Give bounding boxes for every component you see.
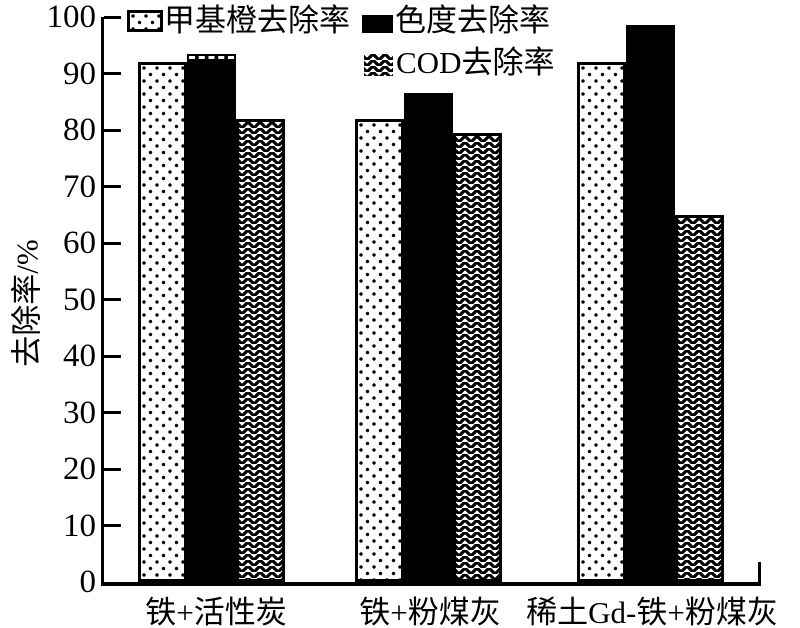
bar-top-dashed-line (189, 56, 234, 59)
legend-swatch-zigzag-icon (364, 54, 393, 76)
y-tick-30 (104, 411, 121, 414)
y-tick-label-70: 70 (63, 168, 96, 205)
y-tick-label-20: 20 (63, 451, 96, 487)
y-tick-label-40: 40 (63, 338, 96, 374)
legend-label-methyl-orange: 甲基橙去除率 (164, 3, 350, 38)
y-tick-label-80: 80 (63, 112, 96, 148)
bar-1-3 (577, 62, 626, 582)
y-tick-label-10: 10 (63, 507, 96, 544)
x-axis-right-cap (758, 562, 761, 582)
bar-1-2 (355, 119, 404, 582)
bar-2-1 (187, 54, 236, 582)
y-tick-50 (104, 298, 121, 301)
x-category-label-2: 铁+粉煤灰 (359, 595, 501, 628)
legend-swatch-solid-icon (362, 15, 393, 33)
legend-swatch-dots-icon (127, 10, 163, 32)
y-tick-label-100: 100 (46, 0, 97, 35)
bar-2-3 (626, 25, 675, 582)
legend-label-cod: COD去除率 (396, 45, 555, 80)
bar-3-1 (236, 119, 285, 582)
x-category-label-1: 铁+活性炭 (145, 595, 287, 628)
y-tick-label-60: 60 (63, 225, 96, 261)
y-tick-80 (104, 128, 121, 132)
plot-area (101, 15, 761, 586)
y-tick-70 (104, 185, 121, 188)
bar-2-2 (404, 93, 453, 582)
y-tick-10 (104, 524, 121, 527)
y-tick-40 (104, 354, 121, 358)
y-tick-20 (104, 467, 121, 471)
y-tick-90 (104, 72, 121, 75)
y-tick-label-50: 50 (63, 281, 96, 318)
legend: 甲基橙去除率 色度去除率 COD去除率 (0, 0, 800, 95)
legend-label-chroma: 色度去除率 (395, 3, 550, 38)
y-tick-100 (104, 15, 121, 19)
bar-1-1 (138, 62, 187, 582)
y-tick-60 (104, 241, 121, 245)
y-tick-label-0: 0 (79, 564, 97, 600)
y-tick-label-90: 90 (63, 55, 96, 92)
x-category-label-3: 稀土Gd-铁+粉煤灰 (526, 595, 778, 628)
bar-3-2 (453, 133, 502, 582)
bar-3-3 (675, 215, 724, 582)
y-tick-label-30: 30 (63, 394, 96, 431)
